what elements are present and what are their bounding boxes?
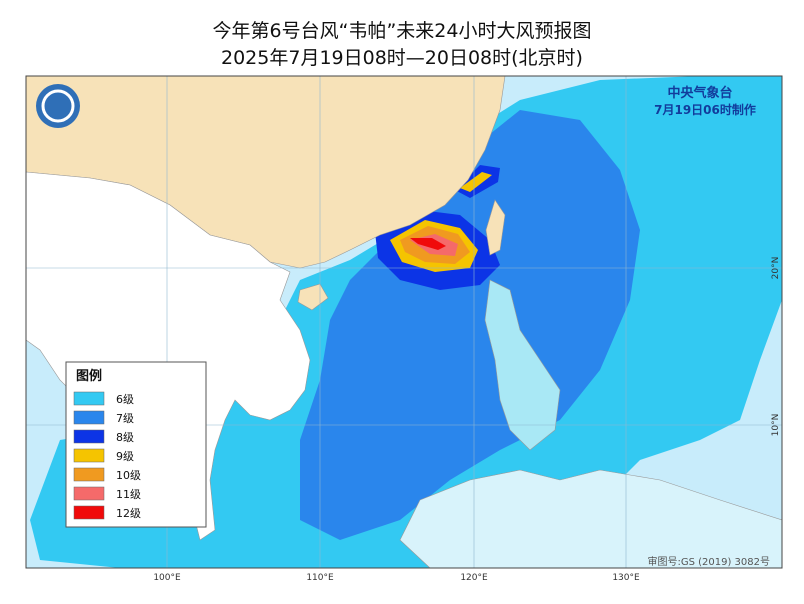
map-frame <box>25 75 783 569</box>
latitude-label: 10°N <box>771 414 781 437</box>
legend-swatch <box>73 391 105 406</box>
legend-swatch <box>73 486 105 501</box>
zone-9 <box>390 172 492 272</box>
legend-label: 10级 <box>116 469 141 482</box>
legend-label: 7级 <box>116 412 134 425</box>
longitude-label: 100°E <box>153 573 181 583</box>
legend: 图例 6级 7级 8级 9级 10级 11级 12级 <box>65 361 207 528</box>
legend-swatch <box>73 505 105 520</box>
legend-box <box>65 361 207 528</box>
land-taiwan <box>485 199 506 256</box>
issued: 7月19日06时制作 <box>654 102 756 117</box>
map-body <box>26 76 782 568</box>
legend-swatch <box>73 448 105 463</box>
latitude-label: 20°N <box>771 257 781 280</box>
legend-label: 9级 <box>116 450 134 463</box>
legend-label: 6级 <box>116 393 134 406</box>
longitude-label: 110°E <box>306 573 334 583</box>
longitude-label: 130°E <box>612 573 640 583</box>
zone-11 <box>410 234 458 256</box>
zone-10 <box>400 226 470 264</box>
legend-label: 8级 <box>116 431 134 444</box>
zone-6 <box>30 76 782 568</box>
zone-8 <box>375 165 500 290</box>
land-hainan <box>297 283 329 311</box>
zone-12 <box>410 238 446 250</box>
land-islands <box>399 469 782 568</box>
sea <box>26 76 782 568</box>
logo <box>36 84 80 128</box>
land-philippines <box>484 279 561 451</box>
axis-labels: 100°E 110°E 120°E 130°E 20°N 10°N <box>153 257 781 583</box>
logo-ring <box>41 89 75 123</box>
zone-7 <box>300 110 640 540</box>
title: 今年第6号台风“韦帕”未来24小时大风预报图 <box>212 20 592 42</box>
legend-swatch <box>73 467 105 482</box>
graticule <box>26 76 782 568</box>
agency: 中央气象台 <box>667 85 732 101</box>
legend-swatch <box>73 410 105 425</box>
land-china <box>26 76 506 269</box>
land-indochina <box>26 171 311 541</box>
legend-label: 11级 <box>116 488 141 501</box>
legend-label: 12级 <box>116 507 141 520</box>
longitude-label: 120°E <box>460 573 488 583</box>
review-number: 审图号:GS (2019) 3082号 <box>647 555 770 568</box>
subtitle: 2025年7月19日08时—20日08时(北京时) <box>221 47 583 69</box>
legend-title: 图例 <box>76 368 102 384</box>
legend-swatch <box>73 429 105 444</box>
